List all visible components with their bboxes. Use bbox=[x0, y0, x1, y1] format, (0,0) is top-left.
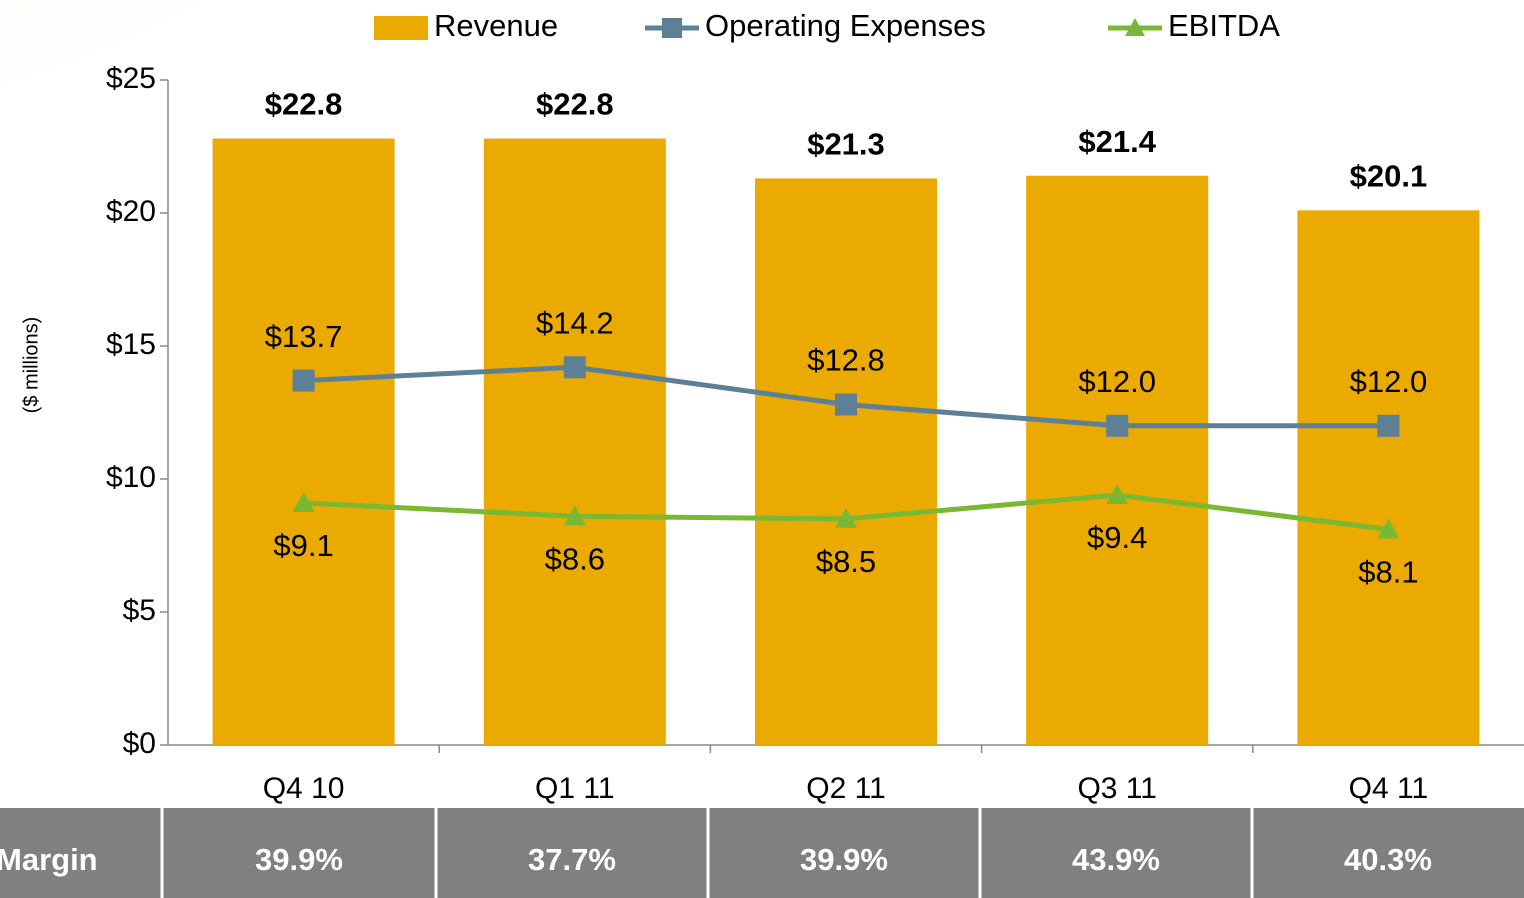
x-tick-label: Q4 10 bbox=[263, 772, 345, 805]
y-tick-label: $0 bbox=[123, 727, 156, 760]
table-header: Margin bbox=[0, 842, 98, 877]
line-marker bbox=[292, 369, 315, 392]
line-value-label: $8.6 bbox=[545, 541, 605, 576]
line-marker bbox=[835, 507, 857, 528]
y-tick-label: $5 bbox=[123, 594, 156, 627]
bar bbox=[755, 178, 937, 746]
bar-value-label: $20.1 bbox=[1350, 159, 1428, 194]
table-cell: 39.9% bbox=[255, 842, 343, 877]
line-value-label: $14.2 bbox=[536, 305, 614, 340]
bar-value-label: $21.4 bbox=[1078, 124, 1156, 159]
line-value-label: $12.0 bbox=[1078, 364, 1156, 399]
legend-swatch bbox=[374, 16, 428, 40]
background-decoration bbox=[0, 0, 620, 260]
bar-value-label: $22.8 bbox=[265, 87, 343, 122]
y-tick-label: $15 bbox=[106, 328, 156, 361]
x-tick-label: Q4 11 bbox=[1349, 772, 1429, 805]
table-cell: 43.9% bbox=[1072, 842, 1160, 877]
x-tick-label: Q3 11 bbox=[1077, 772, 1157, 805]
margin-table: Margin bbox=[0, 808, 1524, 898]
line-marker bbox=[835, 393, 857, 416]
y-tick-label: $20 bbox=[106, 195, 156, 228]
bar bbox=[212, 138, 395, 745]
line-value-label: $12.8 bbox=[807, 343, 885, 378]
bar bbox=[1026, 175, 1209, 745]
line-marker bbox=[563, 505, 586, 526]
legend-label: EBITDA bbox=[1168, 8, 1280, 43]
y-axis-title: ($ millions) bbox=[20, 317, 42, 414]
line-marker bbox=[1377, 518, 1400, 539]
y-tick-label: $10 bbox=[106, 461, 156, 494]
line-marker bbox=[292, 491, 315, 512]
table-background bbox=[0, 808, 1524, 898]
line-value-label: $9.1 bbox=[273, 528, 333, 563]
table-cell: 37.7% bbox=[528, 842, 616, 877]
legend-label: Revenue bbox=[434, 8, 558, 43]
bar-value-label: $21.3 bbox=[807, 127, 885, 162]
line-marker bbox=[1106, 414, 1129, 437]
table-cell: 40.3% bbox=[1344, 842, 1432, 877]
y-tick-label: $25 bbox=[106, 62, 156, 95]
legend-marker bbox=[1125, 18, 1145, 36]
line-value-label: $8.5 bbox=[816, 544, 876, 579]
bar-value-label: $22.8 bbox=[536, 87, 614, 122]
legend-marker bbox=[662, 18, 682, 38]
line-marker bbox=[563, 356, 586, 379]
bar bbox=[1297, 210, 1480, 746]
line-value-label: $12.0 bbox=[1350, 364, 1428, 399]
bar bbox=[483, 138, 666, 745]
line-marker bbox=[1106, 483, 1129, 504]
line-marker bbox=[1377, 414, 1400, 437]
line-value-label: $13.7 bbox=[265, 319, 343, 354]
line-value-label: $8.1 bbox=[1358, 555, 1418, 590]
table-cell: 39.9% bbox=[800, 842, 888, 877]
legend-label: Operating Expenses bbox=[705, 8, 986, 43]
x-tick-label: Q2 11 bbox=[806, 772, 886, 805]
x-tick-label: Q1 11 bbox=[535, 772, 615, 805]
line-value-label: $9.4 bbox=[1087, 520, 1147, 555]
